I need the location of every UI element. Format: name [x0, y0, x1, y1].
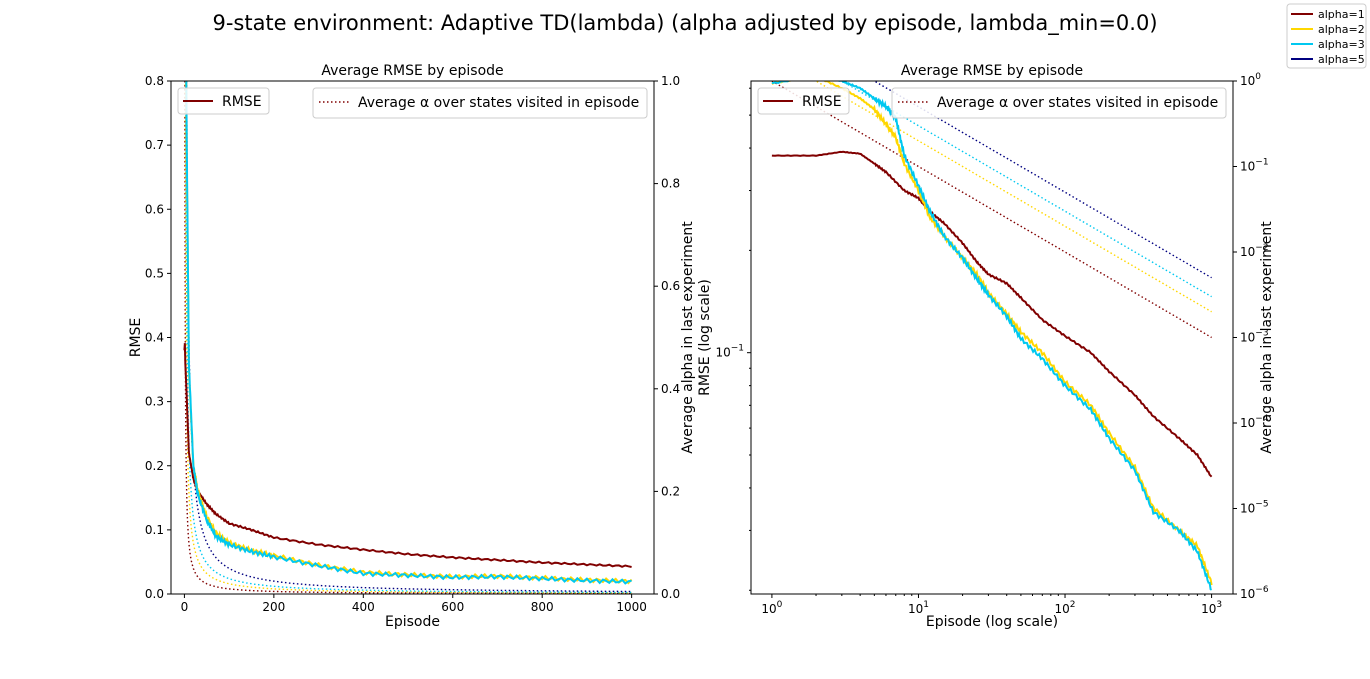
- tick-base: 10: [715, 346, 730, 360]
- alpha-curve-alpha=1: [771, 81, 1212, 339]
- rmse-legend-frame: [757, 87, 850, 115]
- y2-tick-label: 10−4: [1240, 414, 1269, 430]
- tick-base: 10: [761, 602, 776, 616]
- y-tick-label: 0.1: [145, 523, 164, 537]
- x-tick-label: 0: [181, 600, 189, 614]
- y2-tick-label: 0.0: [661, 587, 680, 601]
- alpha-legend: Average α over states visited in episode: [891, 87, 1227, 119]
- rmse-legend: RMSE: [177, 87, 270, 115]
- rmse-line-alpha=2: [185, 81, 633, 585]
- y2-tick-label: 0.6: [661, 279, 680, 293]
- y-tick-label: 0.7: [145, 138, 164, 152]
- tick-base: 10: [1240, 245, 1255, 259]
- tick-base: 10: [908, 602, 923, 616]
- tick-exponent: −2: [1255, 243, 1268, 253]
- x-tick-label: 600: [441, 600, 464, 614]
- tick-base: 10: [1240, 74, 1255, 88]
- figure-legend-label: alpha=3: [1318, 38, 1365, 51]
- figure-legend-label: alpha=1: [1318, 8, 1365, 21]
- rmse-line-alpha=1: [771, 150, 1213, 478]
- tick-exponent: −6: [1255, 585, 1269, 595]
- tick-exponent: 1: [923, 600, 929, 610]
- figure-title: 9-state environment: Adaptive TD(lambda)…: [212, 11, 1157, 36]
- tick-exponent: 0: [1255, 72, 1261, 82]
- x-tick-label: 100: [761, 600, 782, 616]
- alpha-curve-alpha=5: [185, 81, 632, 593]
- rmse-legend-frame: [177, 87, 270, 115]
- tick-base: 10: [1240, 160, 1255, 174]
- x-axis-label: Episode: [385, 614, 440, 630]
- tick-exponent: −1: [1255, 158, 1268, 168]
- y2-axis-label: Average alpha in last experiment: [680, 221, 696, 454]
- x-tick-label: 103: [1201, 600, 1222, 616]
- tick-exponent: −3: [1255, 329, 1268, 339]
- tick-exponent: 3: [1216, 600, 1222, 610]
- y-tick-label: 0.8: [145, 74, 164, 88]
- y2-tick-label: 0.8: [661, 177, 680, 191]
- y-tick-label: 0.5: [145, 266, 164, 280]
- x-tick-label: 800: [531, 600, 554, 614]
- x-tick-label: 101: [908, 600, 929, 616]
- x-tick-label: 200: [262, 600, 285, 614]
- y2-tick-label: 0.4: [661, 382, 680, 396]
- tick-base: 10: [1201, 602, 1216, 616]
- figure-legend-label: alpha=2: [1318, 23, 1365, 36]
- chart-title: Average RMSE by episode: [901, 63, 1083, 79]
- tick-exponent: −4: [1255, 414, 1269, 424]
- y-tick-label: 10−1: [715, 344, 744, 360]
- rmse-line-alpha=2: [771, 81, 1213, 586]
- tick-exponent: −1: [731, 344, 744, 354]
- figure-legend: alpha=1 alpha=2 alpha=3 alpha=5: [1286, 3, 1367, 69]
- y2-tick-label: 100: [1240, 72, 1261, 88]
- tick-base: 10: [1055, 602, 1070, 616]
- rmse-line-alpha=3: [771, 81, 1213, 591]
- y2-tick-label: 10−3: [1240, 329, 1269, 345]
- y2-tick-label: 10−1: [1240, 158, 1269, 174]
- y-tick-label: 0.6: [145, 202, 164, 216]
- tick-base: 10: [1240, 331, 1255, 345]
- x-tick-label: 400: [352, 600, 375, 614]
- figure-legend-label: alpha=5: [1318, 53, 1365, 66]
- alpha-legend-frame: [891, 87, 1227, 119]
- left-chart: Average RMSE by episode 0 200 400 600 800 1000…: [128, 63, 696, 630]
- y2-tick-label: 10−2: [1240, 243, 1269, 259]
- y2-tick-label: 0.2: [661, 484, 680, 498]
- y2-tick-label: 1.0: [661, 74, 680, 88]
- tick-exponent: 2: [1070, 600, 1076, 610]
- x-tick-label: 1000: [616, 600, 647, 614]
- chart-title: Average RMSE by episode: [321, 63, 503, 79]
- y-tick-label: 0.3: [145, 395, 164, 409]
- rmse-legend: RMSE: [757, 87, 850, 115]
- x-axis-label: Episode (log scale): [926, 614, 1058, 630]
- x-tick-label: 102: [1055, 600, 1076, 616]
- alpha-legend-label: Average α over states visited in episode: [937, 95, 1218, 111]
- axes-frame: [170, 80, 655, 595]
- y-tick-label: 0.0: [145, 587, 164, 601]
- rmse-legend-label: RMSE: [802, 94, 842, 110]
- y2-axis-label: Average alpha in last experiment: [1259, 221, 1275, 454]
- alpha-legend-label: Average α over states visited in episode: [358, 95, 639, 111]
- tick-base: 10: [1240, 587, 1255, 601]
- alpha-legend: Average α over states visited in episode: [312, 87, 648, 119]
- tick-base: 10: [1240, 416, 1255, 430]
- y2-tick-label: 10−6: [1240, 585, 1269, 601]
- y-tick-label: 0.4: [145, 331, 164, 345]
- rmse-legend-label: RMSE: [222, 94, 262, 110]
- rmse-line-alpha=3: [185, 81, 632, 585]
- tick-exponent: −5: [1255, 500, 1268, 510]
- y2-tick-label: 10−5: [1240, 500, 1269, 516]
- alpha-curve-alpha=5: [872, 81, 1212, 279]
- rmse-line-alpha=1: [183, 343, 632, 568]
- tick-exponent: 0: [777, 600, 783, 610]
- tick-base: 10: [1240, 502, 1255, 516]
- y-axis-label: RMSE (log scale): [697, 279, 713, 396]
- figure-legend-frame: [1286, 3, 1367, 69]
- y-axis-label: RMSE: [128, 318, 144, 358]
- alpha-curve-alpha=1: [184, 81, 632, 594]
- y-tick-label: 0.2: [145, 459, 164, 473]
- alpha-legend-frame: [312, 87, 648, 119]
